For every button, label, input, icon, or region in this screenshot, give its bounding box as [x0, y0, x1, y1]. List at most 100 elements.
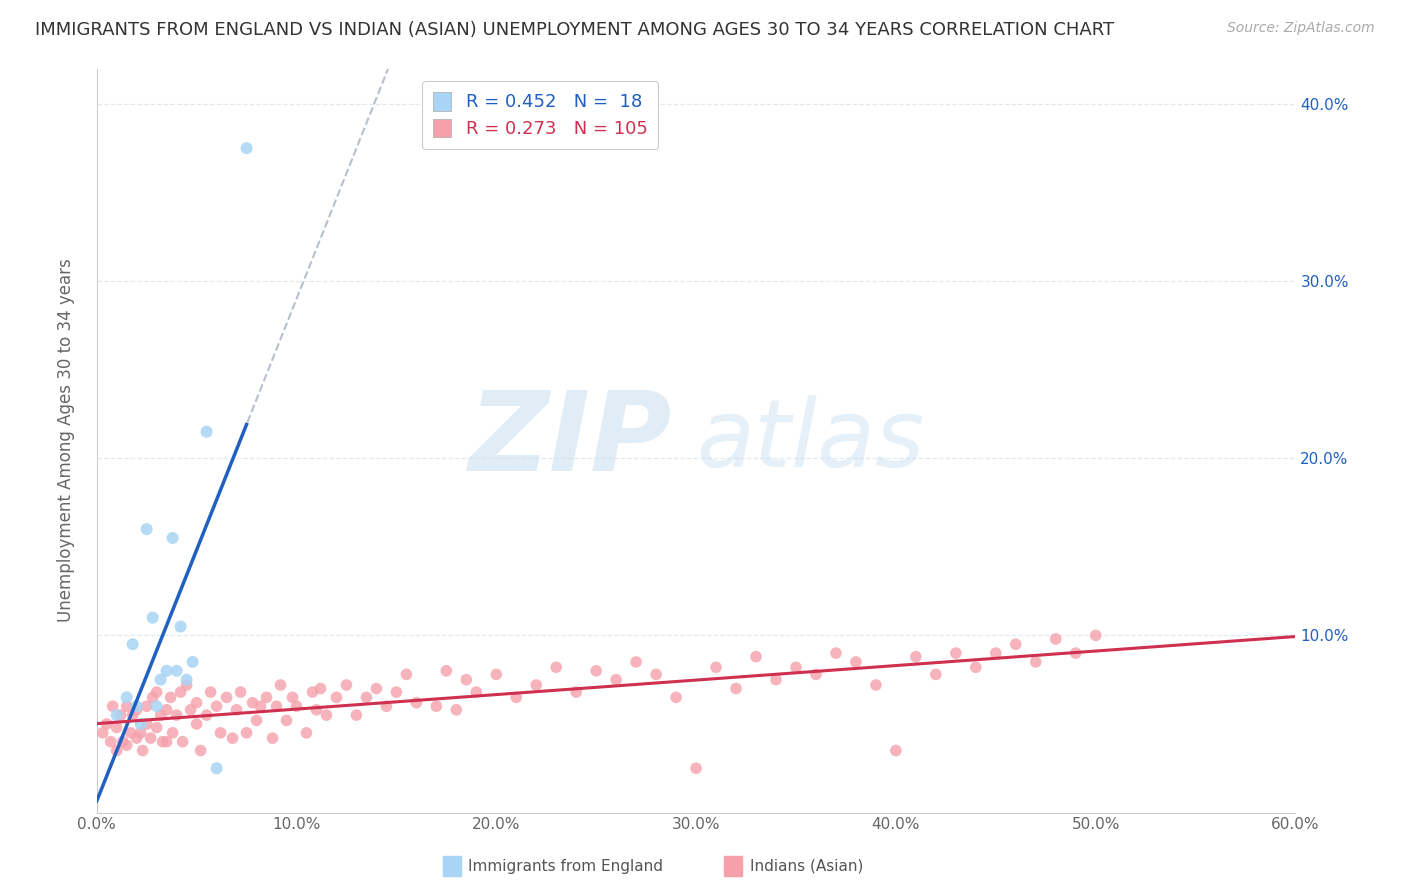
- Point: [505, 690, 527, 705]
- Point: [125, 731, 148, 746]
- Point: [546, 660, 568, 674]
- Point: [285, 699, 308, 714]
- Point: [425, 699, 447, 714]
- Point: [142, 690, 165, 705]
- Point: [115, 690, 138, 705]
- Point: [195, 708, 218, 723]
- Point: [135, 717, 157, 731]
- Point: [262, 731, 284, 746]
- Point: [225, 703, 247, 717]
- Point: [524, 678, 547, 692]
- Point: [195, 425, 218, 439]
- Point: [904, 649, 927, 664]
- Point: [205, 699, 228, 714]
- Point: [270, 678, 292, 692]
- Point: [301, 685, 323, 699]
- Point: [176, 673, 198, 687]
- Point: [145, 685, 167, 699]
- Point: [925, 667, 948, 681]
- Point: [1064, 646, 1087, 660]
- Point: [725, 681, 748, 696]
- Point: [305, 703, 328, 717]
- Point: [135, 699, 157, 714]
- Point: [169, 619, 191, 633]
- Point: [159, 690, 181, 705]
- Point: [156, 664, 179, 678]
- Point: [142, 610, 165, 624]
- Point: [356, 690, 378, 705]
- Point: [162, 531, 184, 545]
- Point: [125, 699, 148, 714]
- Point: [186, 696, 208, 710]
- Point: [865, 678, 887, 692]
- Text: Immigrants from England: Immigrants from England: [468, 859, 664, 873]
- Point: [156, 734, 179, 748]
- Point: [446, 703, 468, 717]
- Point: [624, 655, 647, 669]
- Point: [91, 726, 114, 740]
- Point: [281, 690, 304, 705]
- Point: [149, 673, 172, 687]
- Point: [1004, 637, 1026, 651]
- Point: [139, 731, 162, 746]
- Point: [135, 522, 157, 536]
- Point: [96, 717, 118, 731]
- Point: [100, 734, 122, 748]
- Point: [845, 655, 868, 669]
- Point: [200, 685, 222, 699]
- Point: [456, 673, 478, 687]
- Point: [309, 681, 332, 696]
- Point: [105, 721, 128, 735]
- Point: [121, 708, 143, 723]
- Point: [105, 743, 128, 757]
- Point: [804, 667, 827, 681]
- Point: [156, 703, 179, 717]
- Point: [145, 699, 167, 714]
- Point: [315, 708, 337, 723]
- Point: [110, 708, 132, 723]
- Point: [1025, 655, 1047, 669]
- Point: [205, 761, 228, 775]
- Point: [176, 678, 198, 692]
- Point: [145, 721, 167, 735]
- Point: [235, 726, 257, 740]
- Point: [162, 726, 184, 740]
- Text: IMMIGRANTS FROM ENGLAND VS INDIAN (ASIAN) UNEMPLOYMENT AMONG AGES 30 TO 34 YEARS: IMMIGRANTS FROM ENGLAND VS INDIAN (ASIAN…: [35, 21, 1115, 39]
- Text: Source: ZipAtlas.com: Source: ZipAtlas.com: [1227, 21, 1375, 36]
- Point: [1084, 628, 1107, 642]
- Point: [256, 690, 278, 705]
- Point: [434, 664, 457, 678]
- Point: [152, 734, 174, 748]
- Point: [172, 734, 194, 748]
- Point: [825, 646, 848, 660]
- Point: [166, 664, 188, 678]
- Point: [125, 703, 148, 717]
- Point: [685, 761, 707, 775]
- Point: [242, 696, 264, 710]
- Point: [325, 690, 347, 705]
- Point: [665, 690, 688, 705]
- Text: atlas: atlas: [696, 395, 924, 486]
- Text: Indians (Asian): Indians (Asian): [749, 859, 863, 873]
- Point: [221, 731, 243, 746]
- Point: [704, 660, 727, 674]
- Point: [765, 673, 787, 687]
- Point: [249, 699, 271, 714]
- Point: [295, 726, 318, 740]
- Point: [375, 699, 398, 714]
- Point: [884, 743, 907, 757]
- Point: [115, 699, 138, 714]
- Point: [229, 685, 252, 699]
- Point: [745, 649, 768, 664]
- Y-axis label: Unemployment Among Ages 30 to 34 years: Unemployment Among Ages 30 to 34 years: [58, 259, 75, 623]
- Point: [186, 717, 208, 731]
- Point: [115, 738, 138, 752]
- Point: [385, 685, 408, 699]
- Point: [166, 708, 188, 723]
- Point: [366, 681, 388, 696]
- Point: [129, 726, 152, 740]
- Point: [120, 726, 142, 740]
- Point: [245, 714, 267, 728]
- Point: [169, 685, 191, 699]
- Point: [180, 703, 202, 717]
